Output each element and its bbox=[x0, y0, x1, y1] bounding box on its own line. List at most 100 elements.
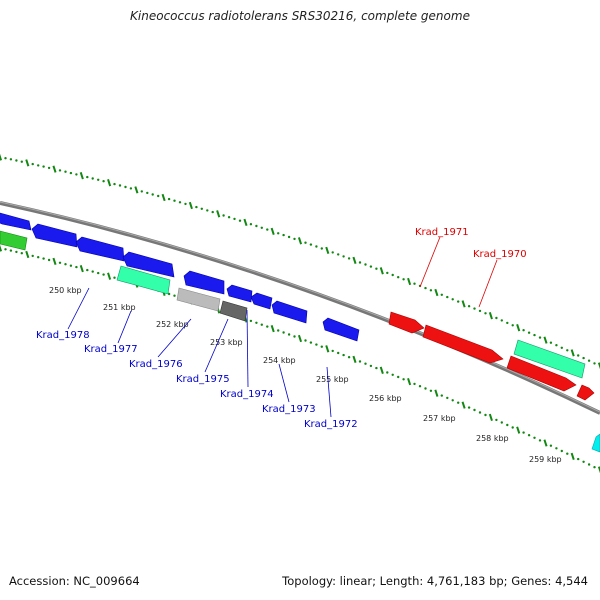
tick-labels: 250 kbp 251 kbp 252 kbp 253 kbp 254 kbp … bbox=[49, 286, 562, 464]
gene-reverse[interactable] bbox=[226, 284, 253, 303]
inner-scale-minor-tick bbox=[293, 335, 296, 338]
outer-scale-minor-tick bbox=[402, 278, 405, 281]
tick-label: 251 kbp bbox=[103, 303, 136, 312]
inner-scale-minor-tick bbox=[304, 339, 307, 342]
inner-scale-minor-tick bbox=[64, 263, 67, 266]
gene-cyan[interactable] bbox=[591, 433, 600, 453]
gene-forward[interactable] bbox=[506, 355, 577, 392]
inner-scale-minor-tick bbox=[582, 460, 585, 463]
gene-rna[interactable] bbox=[513, 339, 586, 379]
outer-scale-minor-tick bbox=[331, 251, 334, 254]
outer-scale-major-tick bbox=[488, 312, 493, 320]
gene-label-krad-1971[interactable]: Krad_1971 bbox=[415, 227, 469, 238]
outer-scale-minor-tick bbox=[195, 205, 198, 209]
outer-scale-minor-tick bbox=[233, 217, 236, 221]
outer-scale-minor-tick bbox=[337, 253, 340, 256]
gene-label-krad-1977[interactable]: Krad_1977 bbox=[84, 344, 138, 355]
gene-reverse[interactable] bbox=[75, 236, 125, 262]
inner-scale-minor-tick bbox=[364, 362, 367, 365]
outer-scale-minor-tick bbox=[140, 190, 143, 193]
outer-scale-minor-tick bbox=[118, 184, 122, 187]
gene-pseudo[interactable] bbox=[176, 287, 221, 312]
inner-scale-major-tick bbox=[25, 250, 30, 259]
gene-green[interactable] bbox=[0, 230, 28, 251]
inner-scale-minor-tick bbox=[397, 375, 400, 379]
gene-reverse[interactable] bbox=[122, 251, 175, 278]
gene-forward[interactable] bbox=[422, 324, 504, 364]
outer-scale-minor-tick bbox=[64, 170, 67, 173]
outer-scale-minor-tick bbox=[538, 336, 542, 339]
inner-scale-minor-tick bbox=[500, 421, 503, 424]
inner-scale-minor-tick bbox=[473, 408, 476, 412]
rna-features bbox=[0, 230, 600, 453]
gene-rna[interactable] bbox=[116, 265, 171, 295]
inner-scale-minor-tick bbox=[402, 378, 405, 381]
gene-label-krad-1978[interactable]: Krad_1978 bbox=[36, 330, 90, 341]
inner-scale-minor-tick bbox=[58, 261, 62, 264]
outer-scale-minor-tick bbox=[211, 210, 214, 214]
outer-scale-minor-tick bbox=[533, 333, 536, 337]
gene-label-krad-1970[interactable]: Krad_1970 bbox=[473, 249, 527, 260]
inner-scale-minor-tick bbox=[31, 254, 34, 258]
outer-scale-minor-tick bbox=[478, 309, 482, 313]
inner-scale-minor-tick bbox=[451, 399, 454, 402]
gene-reverse[interactable] bbox=[271, 300, 308, 324]
gene-pseudo[interactable] bbox=[219, 300, 248, 322]
outer-scale-minor-tick bbox=[266, 228, 269, 231]
tick-label: 254 kbp bbox=[263, 356, 296, 365]
outer-scale-minor-tick bbox=[222, 214, 225, 217]
gene-label-krad-1975[interactable]: Krad_1975 bbox=[176, 374, 230, 385]
gene-label-krad-1972[interactable]: Krad_1972 bbox=[304, 419, 358, 430]
gene-forward[interactable] bbox=[576, 384, 595, 401]
gene-reverse[interactable] bbox=[183, 270, 225, 295]
outer-scale-major-tick bbox=[25, 159, 30, 167]
outer-scale-minor-tick bbox=[320, 247, 323, 250]
outer-scale-minor-tick bbox=[113, 182, 116, 186]
inner-scale-minor-tick bbox=[527, 434, 531, 437]
outer-scale-major-tick bbox=[325, 246, 330, 255]
gene-label-krad-1974[interactable]: Krad_1974 bbox=[220, 389, 274, 400]
inner-scale-major-tick bbox=[407, 377, 412, 386]
inner-scale-major-tick bbox=[107, 272, 112, 280]
gene-forward[interactable] bbox=[388, 311, 425, 334]
outer-scale-minor-tick bbox=[560, 346, 563, 349]
outer-scale-major-tick bbox=[407, 277, 412, 286]
inner-scale-minor-tick bbox=[446, 396, 449, 400]
inner-scale-minor-tick bbox=[429, 389, 433, 392]
gene-reverse[interactable] bbox=[322, 317, 360, 342]
genome-backbone bbox=[0, 201, 600, 415]
inner-scale-minor-tick bbox=[418, 385, 422, 388]
outer-scale-minor-tick bbox=[467, 305, 471, 308]
outer-scale-major-tick bbox=[107, 179, 112, 187]
gene-reverse[interactable] bbox=[31, 223, 78, 248]
gene-label-krad-1976[interactable]: Krad_1976 bbox=[129, 359, 183, 370]
inner-scale-minor-tick bbox=[337, 351, 340, 355]
gene-reverse[interactable] bbox=[0, 212, 32, 231]
outer-scale-minor-tick bbox=[495, 316, 498, 320]
inner-scale-minor-tick bbox=[331, 349, 334, 353]
inner-scale-minor-tick bbox=[555, 447, 558, 450]
outer-scale-minor-tick bbox=[146, 191, 149, 195]
inner-scale-major-tick bbox=[516, 426, 521, 434]
outer-scale-minor-tick bbox=[386, 271, 389, 275]
inner-scale-major-tick bbox=[379, 366, 384, 374]
inner-scale-minor-tick bbox=[97, 271, 100, 275]
inner-scale-minor-tick bbox=[484, 413, 487, 417]
gene-label-krad-1973[interactable]: Krad_1973 bbox=[262, 404, 316, 415]
inner-scale-minor-tick bbox=[347, 356, 351, 359]
forward-genes bbox=[388, 311, 595, 401]
outer-scale-minor-tick bbox=[555, 344, 558, 347]
outer-scale-major-tick bbox=[270, 227, 275, 236]
outer-scale-minor-tick bbox=[4, 157, 7, 160]
outer-scale-minor-tick bbox=[206, 209, 209, 212]
outer-scale-minor-tick bbox=[566, 349, 569, 352]
gene-reverse[interactable] bbox=[250, 292, 273, 310]
outer-scale-minor-tick bbox=[249, 223, 253, 226]
inner-scale-minor-tick bbox=[538, 439, 542, 442]
outer-scale-minor-tick bbox=[151, 193, 154, 196]
outer-scale-major-tick bbox=[0, 153, 3, 161]
outer-scale-minor-tick bbox=[15, 159, 18, 162]
inner-scale-minor-tick bbox=[69, 264, 73, 267]
inner-scale-minor-tick bbox=[577, 457, 580, 461]
inner-scale-minor-tick bbox=[167, 292, 171, 296]
